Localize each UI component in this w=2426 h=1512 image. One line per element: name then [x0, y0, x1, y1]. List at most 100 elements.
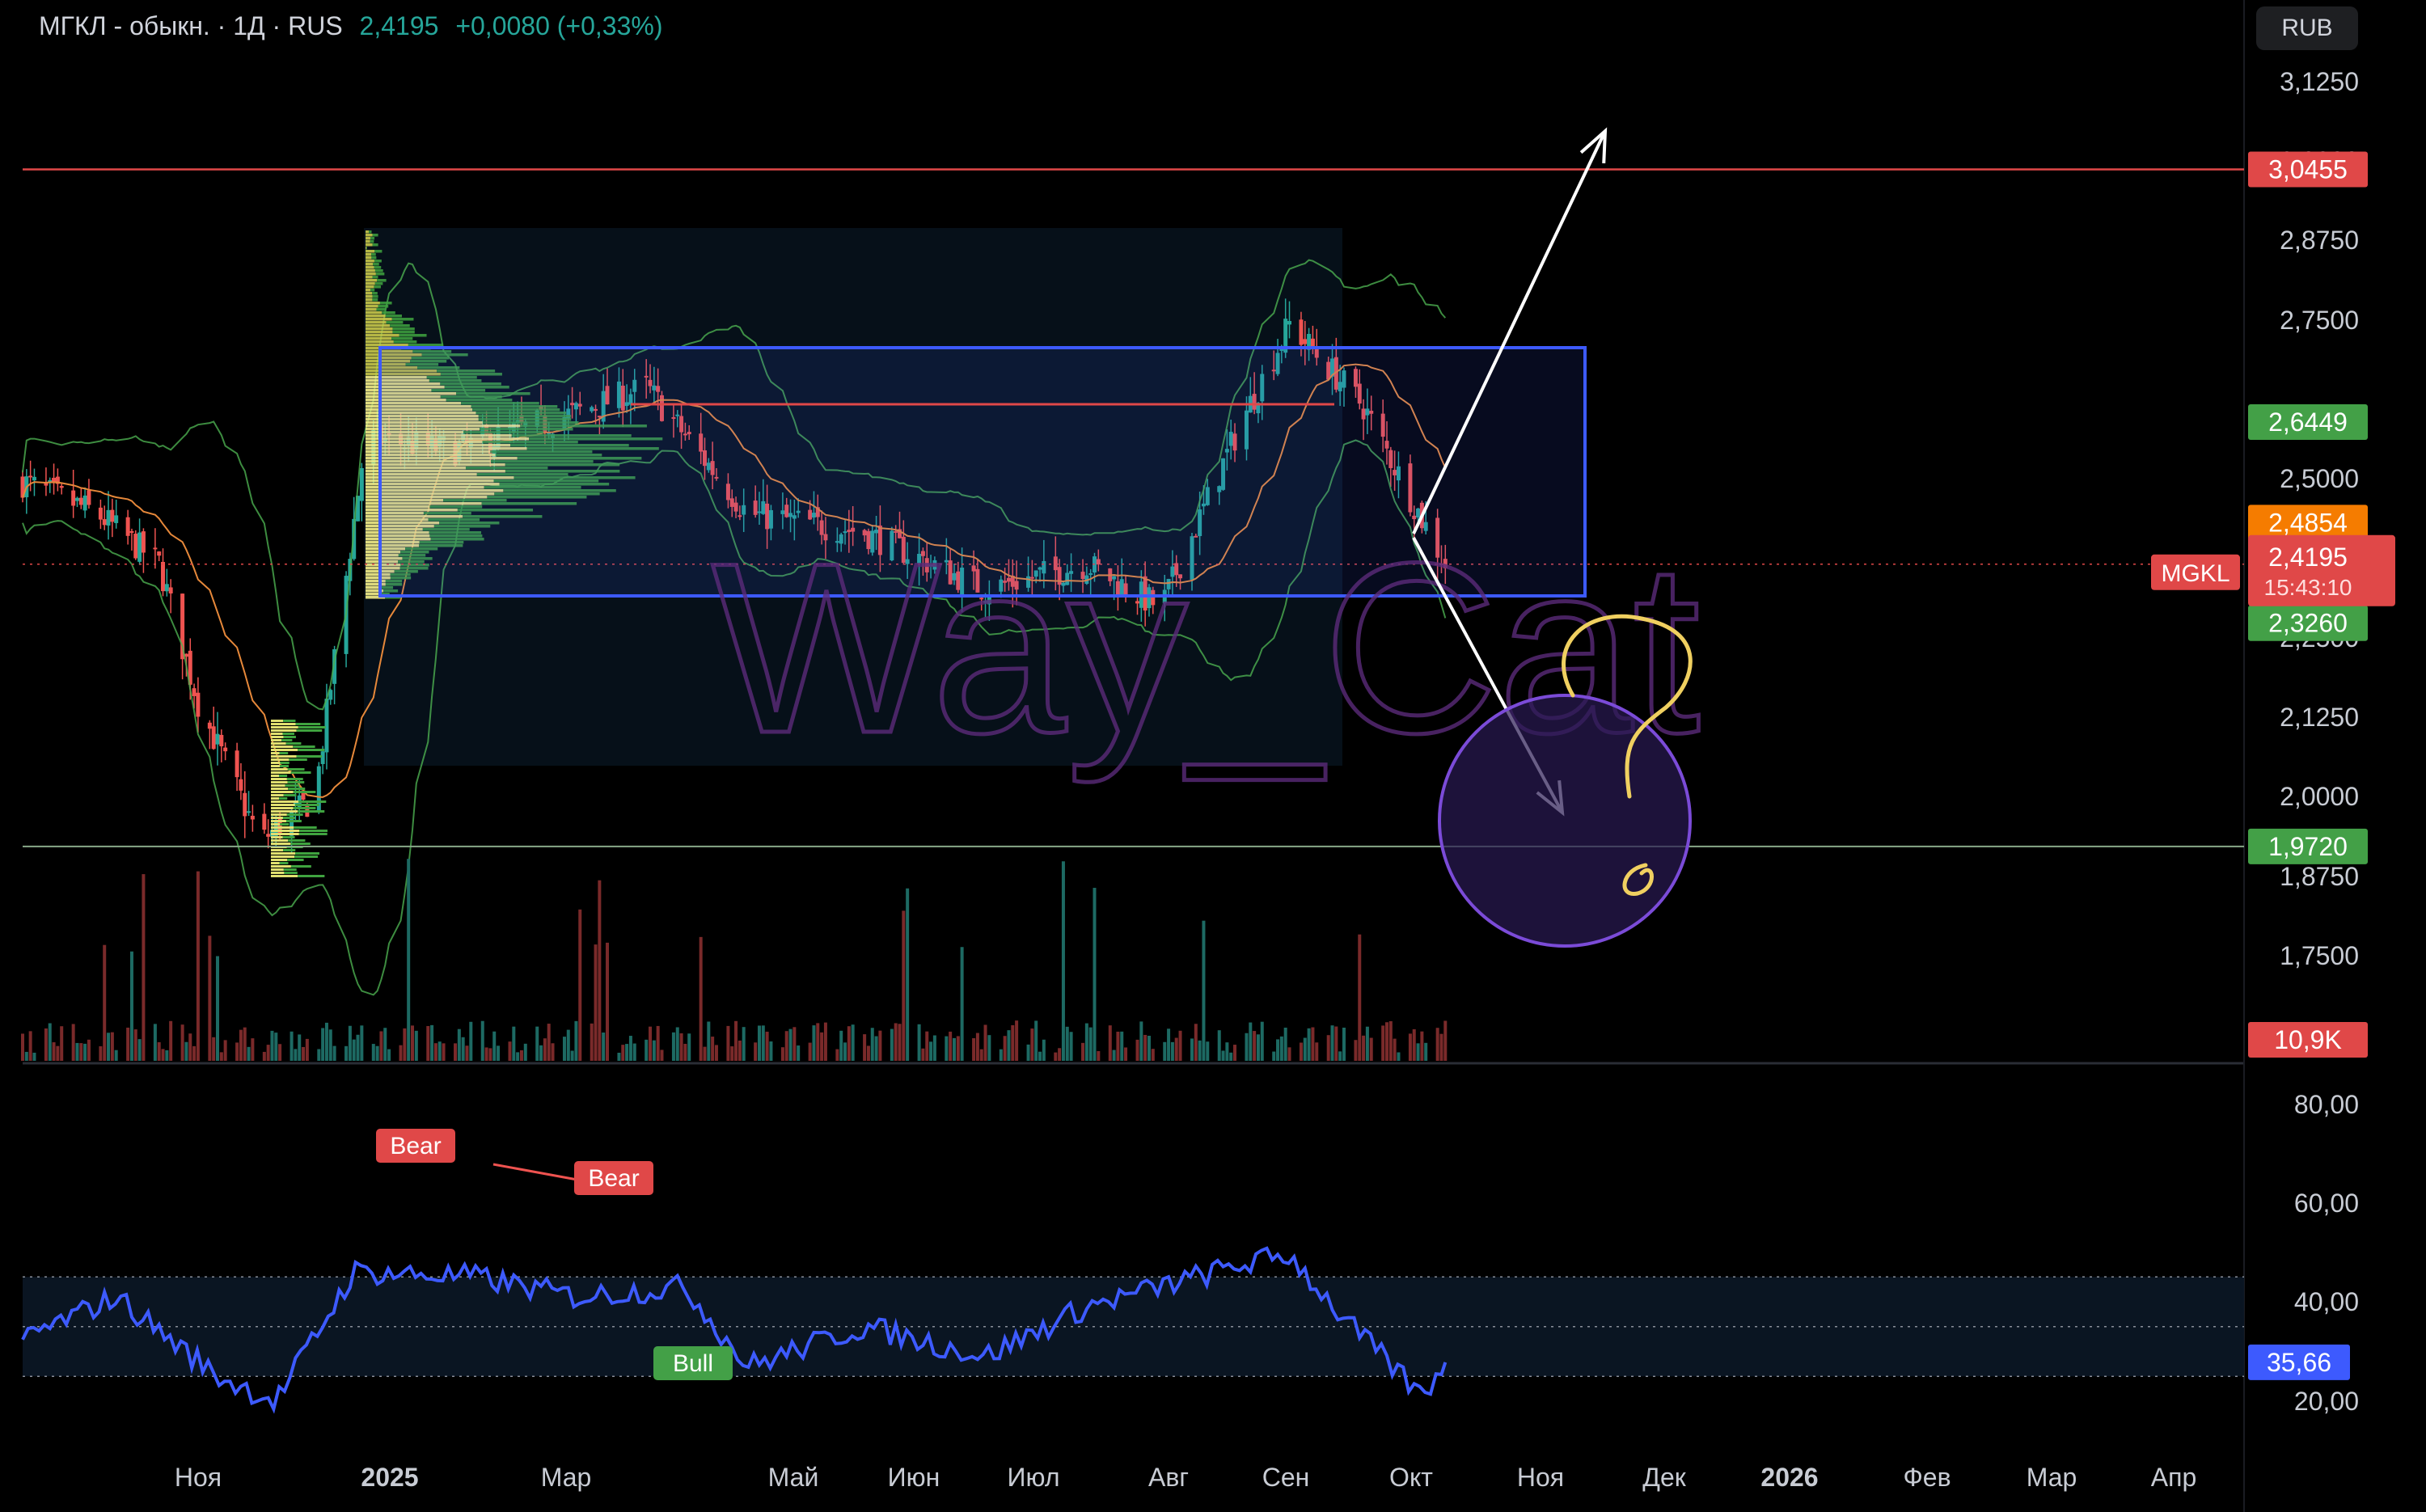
- volume-bar: [983, 1024, 987, 1061]
- volume-bar: [1054, 1052, 1058, 1061]
- arrow-up-shaft: [1412, 130, 1607, 534]
- candle-body: [851, 527, 856, 532]
- volume-profile-bar: [366, 272, 376, 276]
- volume-profile-bar: [390, 577, 412, 580]
- volume-profile-bar: [499, 483, 610, 486]
- volume-profile-bar: [471, 405, 558, 408]
- candle-body: [1396, 466, 1401, 481]
- volume-profile-bar: [271, 788, 289, 790]
- candle-body: [511, 422, 516, 433]
- candle-body: [862, 530, 867, 536]
- candle-body: [874, 530, 879, 534]
- candle-body: [1038, 567, 1042, 570]
- volume-bar: [212, 1037, 216, 1061]
- volume-profile-bar: [379, 302, 392, 305]
- volume-profile-bar: [366, 557, 403, 560]
- volume-profile-bar: [493, 479, 599, 483]
- volume-profile-bar: [366, 567, 400, 570]
- volume-bar: [208, 935, 212, 1061]
- volume-bar: [32, 1052, 36, 1061]
- volume-profile-bar: [376, 308, 386, 311]
- volume-profile-bar: [378, 593, 390, 596]
- volume-profile-bar: [293, 807, 316, 809]
- volume-bar: [352, 1039, 356, 1061]
- volume-profile-bar: [366, 447, 527, 450]
- candle-body: [52, 477, 57, 482]
- candle-body: [644, 375, 649, 378]
- volume-profile-bar: [366, 363, 406, 366]
- volume-bar: [251, 1038, 255, 1061]
- volume-profile-bar: [390, 324, 410, 327]
- volume-bar: [765, 1031, 769, 1061]
- volume-profile-bar: [286, 778, 303, 780]
- volume-profile-bar: [271, 839, 289, 842]
- candle-body: [196, 692, 201, 717]
- volume-profile-bar: [290, 865, 311, 868]
- currency-button[interactable]: RUB: [2256, 6, 2358, 50]
- volume-bar: [188, 1033, 192, 1061]
- volume-bar: [1038, 1051, 1042, 1061]
- volume-profile-bar: [372, 292, 378, 295]
- signal-label-text: Bear: [390, 1133, 441, 1159]
- candle-body: [28, 475, 33, 478]
- volume-bar: [956, 1036, 960, 1061]
- volume-profile-bar: [366, 308, 377, 311]
- volume-bar: [1326, 1035, 1330, 1061]
- candle-body: [266, 834, 271, 837]
- volume-bar: [1334, 1026, 1338, 1061]
- volume-profile-bar: [380, 586, 394, 589]
- volume-profile-bar: [271, 742, 286, 745]
- volume-profile-bar: [366, 386, 445, 389]
- candle-body: [239, 779, 243, 791]
- volume-bar: [512, 1026, 516, 1061]
- candle-body: [983, 601, 988, 603]
- volume-profile-bar: [366, 234, 373, 237]
- volume-profile-bar: [366, 334, 399, 337]
- volume-bar: [290, 1031, 294, 1061]
- volume-bar: [1139, 1021, 1143, 1061]
- candle-body: [59, 486, 64, 488]
- volume-profile-bar: [370, 240, 374, 243]
- price-tick: 2,7500: [2280, 306, 2359, 335]
- volume-bar: [628, 1036, 632, 1061]
- candle-body: [1112, 576, 1117, 580]
- volume-bar: [792, 1027, 797, 1061]
- volume-bar: [788, 1028, 792, 1061]
- volume-bar: [1381, 1025, 1385, 1061]
- volume-profile-bar: [372, 276, 378, 279]
- volume-profile-bar: [366, 528, 423, 531]
- price-tick: 1,7500: [2280, 941, 2359, 970]
- volume-profile-bar: [385, 580, 403, 583]
- volume-bar: [508, 1041, 512, 1061]
- candle-body: [1271, 370, 1276, 372]
- volume-profile-bar: [463, 431, 543, 434]
- candle-body: [87, 490, 91, 505]
- candle-body: [32, 476, 36, 481]
- volume-profile-bar: [440, 395, 502, 399]
- volume-bar: [461, 1037, 465, 1061]
- volume-profile-bar: [366, 518, 429, 522]
- volume-bar: [1221, 1050, 1225, 1061]
- candle-body: [1393, 470, 1397, 475]
- volume-profile-bar: [282, 733, 294, 735]
- candle-body: [628, 394, 633, 405]
- volume-bar: [683, 1043, 687, 1061]
- volume-profile-bar: [398, 554, 426, 557]
- candle-body: [1384, 441, 1389, 449]
- candle-body: [1026, 576, 1031, 588]
- volume-profile-bar: [366, 483, 500, 486]
- candle-body: [796, 510, 801, 513]
- volume-bar: [298, 1034, 302, 1061]
- volume-bar: [1065, 1026, 1069, 1061]
- bollinger-upper-line: [22, 259, 1447, 711]
- volume-profile-bar: [366, 399, 446, 402]
- volume-profile-bar: [442, 499, 507, 502]
- volume-bar: [457, 1028, 461, 1061]
- volume-profile-bar: [405, 363, 439, 366]
- candle-body: [98, 507, 103, 520]
- volume-bar: [551, 1043, 555, 1061]
- volume-profile-bar: [517, 457, 642, 460]
- volume-bar: [699, 936, 703, 1061]
- volume-bar: [539, 1045, 543, 1061]
